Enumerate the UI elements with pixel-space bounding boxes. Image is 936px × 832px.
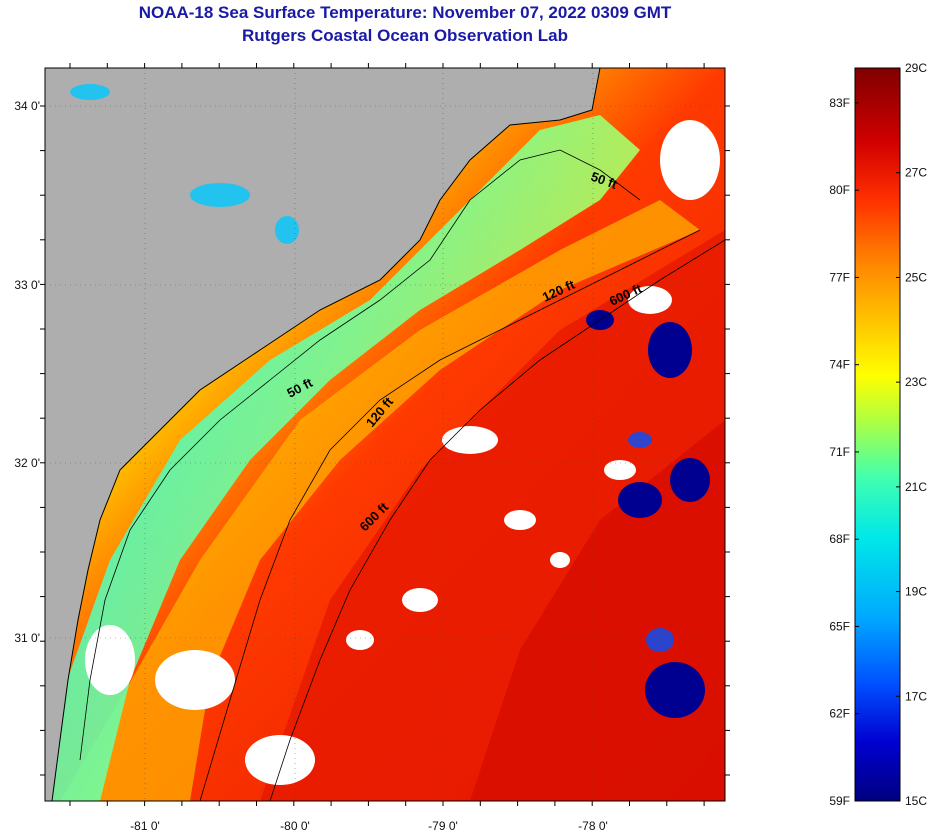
map-frame xyxy=(44,67,726,802)
cold-water-patches xyxy=(586,310,710,718)
contour-600ft xyxy=(269,239,725,801)
coastline xyxy=(51,68,601,801)
latitude-label: 31 0' xyxy=(14,631,40,645)
map-subtitle: Rutgers Coastal Ocean Observation Lab xyxy=(242,26,568,45)
cloud-cover xyxy=(85,120,720,785)
longitude-label: -79 0' xyxy=(428,819,458,832)
land-mass xyxy=(45,68,600,801)
longitude-label: -80 0' xyxy=(280,819,310,832)
contour-50ft xyxy=(79,149,641,761)
latitude-label: 32 0' xyxy=(14,456,40,470)
nearshore-water xyxy=(45,115,640,801)
latitude-label: 33 0' xyxy=(14,278,40,292)
mid-shelf-water xyxy=(60,200,700,801)
longitude-label: -81 0' xyxy=(130,819,160,832)
latitude-label: 34 0' xyxy=(14,99,40,113)
contour-120ft xyxy=(199,229,701,801)
graticule xyxy=(45,68,725,801)
blue-edges xyxy=(70,84,674,652)
longitude-label: -78 0' xyxy=(578,819,608,832)
map-title: NOAA-18 Sea Surface Temperature: Novembe… xyxy=(138,3,672,22)
